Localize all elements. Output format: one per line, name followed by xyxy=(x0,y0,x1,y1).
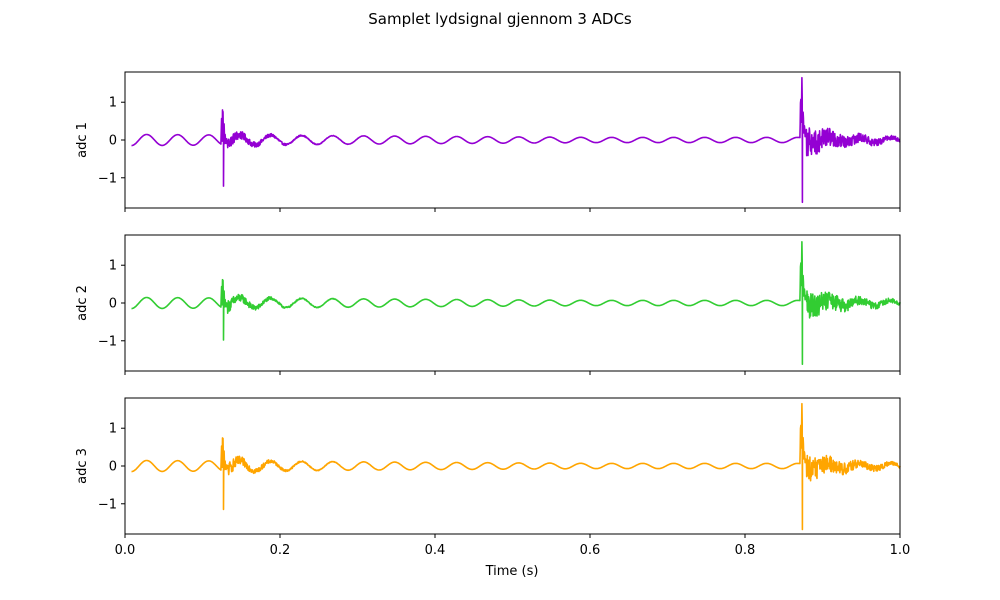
y-tick-label: 1 xyxy=(109,422,117,437)
chart-title: Samplet lydsignal gjennom 3 ADCs xyxy=(368,10,632,28)
x-axis-label: Time (s) xyxy=(485,564,539,579)
x-tick-label: 0.0 xyxy=(115,543,136,558)
x-tick-label: 0.8 xyxy=(735,543,756,558)
series-line-adc-1 xyxy=(131,76,901,204)
y-tick-label: −1 xyxy=(98,497,117,512)
axes-frame xyxy=(124,234,901,372)
x-tick-label: 0.4 xyxy=(425,543,446,558)
y-tick-label: −1 xyxy=(98,334,117,349)
axes-frame xyxy=(124,397,901,535)
y-tick-label: −1 xyxy=(98,171,117,186)
series-line-adc-3 xyxy=(131,402,901,531)
y-tick-label: 0 xyxy=(109,134,117,149)
y-axis-label: adc 1 xyxy=(75,122,90,158)
y-tick-label: 1 xyxy=(109,96,117,111)
series-line-adc-2 xyxy=(131,241,901,365)
y-tick-label: 0 xyxy=(109,297,117,312)
subplot-adc-3: 1 0 −1 0.0 0.2 0.4 0.6 0.8 1.0 adc 3 xyxy=(75,397,911,558)
subplot-adc-1: 1 0 −1 adc 1 xyxy=(75,71,901,212)
subplot-adc-2: 1 0 −1 adc 2 xyxy=(75,234,901,375)
y-tick-label: 1 xyxy=(109,259,117,274)
x-tick-label: 0.2 xyxy=(270,543,291,558)
y-axis-label: adc 2 xyxy=(75,285,90,321)
x-tick-label: 0.6 xyxy=(580,543,601,558)
axes-frame xyxy=(124,71,901,209)
x-tick-label: 1.0 xyxy=(890,543,911,558)
y-axis-label: adc 3 xyxy=(75,448,90,484)
y-tick-label: 0 xyxy=(109,460,117,475)
